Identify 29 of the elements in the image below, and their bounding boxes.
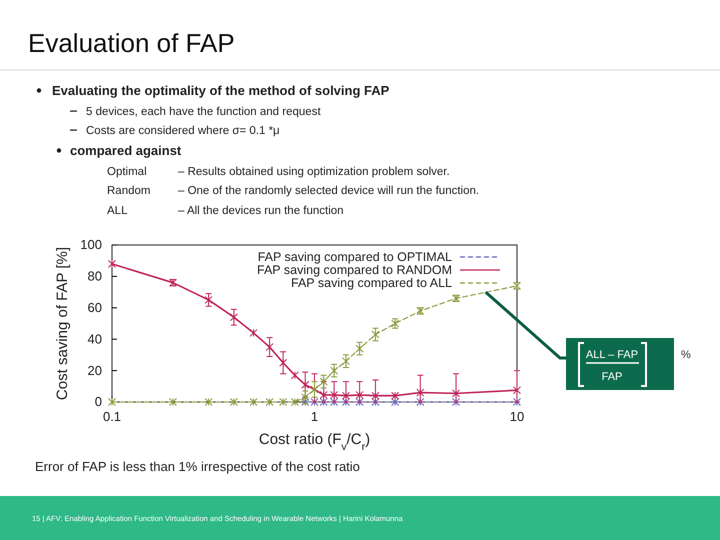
y-tick-label: 0 bbox=[94, 394, 102, 410]
legend-label: FAP saving compared to ALL bbox=[291, 276, 452, 290]
text: – One of the randomly selected device will run the function. bbox=[178, 185, 480, 197]
chart-title: Evaluation of FAP bbox=[28, 28, 235, 58]
y-tick-label: 40 bbox=[88, 331, 102, 346]
x-tick-label: 0.1 bbox=[102, 409, 122, 424]
text: – Results obtained using optimization problem solver. bbox=[178, 166, 450, 178]
text: FAP bbox=[602, 371, 622, 383]
annotation: ALL – FAP bbox=[586, 349, 638, 361]
legend-label: FAP saving compared to RANDOM bbox=[257, 263, 452, 277]
text: Costs are considered where σ= 0.1 *μ bbox=[86, 125, 280, 137]
text: Evaluating the optimality of the method of solving FAP bbox=[52, 83, 390, 98]
y-tick-label: 100 bbox=[80, 237, 102, 252]
x-tick-label: 10 bbox=[510, 409, 524, 424]
y-axis-title: Cost saving of FAP [%] bbox=[54, 246, 71, 400]
x-tick-label: 1 bbox=[310, 409, 318, 424]
text: Random bbox=[107, 185, 150, 197]
text: % bbox=[681, 349, 691, 361]
y-tick-label: 80 bbox=[88, 268, 102, 284]
text: Error of FAP is less than 1% irrespective of the cost ratio bbox=[35, 459, 360, 474]
text: – All the devices run the function bbox=[178, 205, 344, 217]
text: 5 devices, each have the function and request bbox=[86, 106, 322, 118]
text: Optimal bbox=[107, 166, 147, 178]
x-axis-title: Cost ratio (F$_{v}$/C$_{r}$) bbox=[258, 431, 370, 453]
y-tick-label: 20 bbox=[88, 362, 102, 378]
legend-label: FAP saving compared to OPTIMAL bbox=[258, 250, 452, 264]
text: ALL bbox=[107, 205, 128, 217]
y-tick-label: 60 bbox=[88, 300, 102, 315]
text: compared against bbox=[70, 143, 182, 158]
